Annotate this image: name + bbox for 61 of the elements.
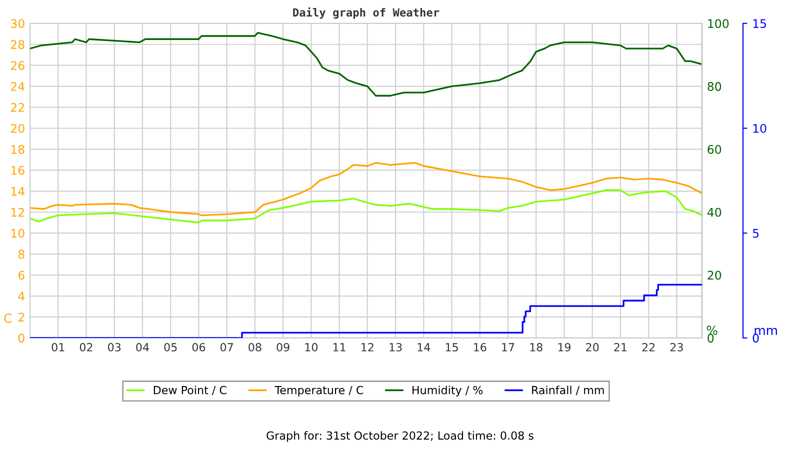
- y-tick-label: 18: [11, 144, 24, 154]
- legend-label: Rainfall / mm: [532, 386, 604, 396]
- x-tick-label: 02: [80, 343, 92, 352]
- x-tick-label: 05: [164, 343, 177, 352]
- x-tick-label: 03: [108, 343, 121, 352]
- y-tick-label: 10: [11, 228, 24, 238]
- y-tick-label: 0: [18, 334, 24, 343]
- y-axis-title: C: [4, 313, 12, 323]
- x-tick-label: 12: [362, 343, 374, 352]
- line-series: [30, 189, 702, 224]
- y2-tick-label: 0: [708, 334, 714, 343]
- y-tick-label: 2: [18, 312, 24, 322]
- x-tick-label: 23: [670, 343, 683, 352]
- x-tick-label: 10: [305, 343, 318, 352]
- chart-title: Daily graph of Weather: [293, 7, 440, 19]
- x-tick-label: 11: [333, 343, 346, 352]
- y-tick-label: 22: [10, 103, 24, 112]
- y2-tick-label: 80: [708, 82, 722, 91]
- x-tick-label: 14: [418, 343, 430, 352]
- y-tick-label: 20: [10, 124, 24, 133]
- x-tick-label: 01: [52, 343, 64, 352]
- x-tick-label: 06: [192, 343, 206, 352]
- x-tick-label: 17: [502, 343, 514, 352]
- y3-axis-title: mm: [754, 328, 777, 335]
- y3-tick-label: 15: [753, 19, 766, 28]
- y-tick-label: 28: [10, 40, 24, 50]
- y2-tick-label: 100: [708, 19, 729, 28]
- y2-axis-title: %: [706, 326, 718, 336]
- legend-label: Humidity / %: [412, 386, 483, 396]
- text: Graph for: 31st October 2022; Load time: 0.08 s: [266, 431, 534, 442]
- y-tick-label: 8: [18, 250, 24, 259]
- x-tick-label: 20: [586, 343, 599, 352]
- y2-tick-label: 60: [708, 144, 722, 154]
- y-tick-label: 12: [11, 208, 24, 217]
- y2-tick-label: 40: [707, 208, 722, 217]
- x-tick-label: 07: [220, 343, 233, 352]
- x-tick-label: 18: [530, 343, 542, 352]
- x-tick-label: 15: [446, 343, 458, 352]
- x-tick-label: 22: [642, 343, 655, 352]
- y3-tick-label: 10: [753, 124, 766, 133]
- y2-tick-label: 20: [708, 270, 722, 280]
- y-tick-label: 6: [18, 270, 24, 280]
- x-tick-label: 21: [614, 343, 627, 352]
- legend-label: Dew Point / C: [154, 386, 226, 396]
- y-tick-label: 16: [11, 166, 24, 175]
- y3-tick-label: 0: [752, 334, 759, 343]
- line-series: [30, 162, 702, 216]
- x-tick-label: 09: [276, 343, 290, 352]
- y-tick-label: 30: [11, 19, 24, 28]
- x-tick-label: 13: [390, 343, 402, 352]
- x-tick-label: 19: [558, 343, 571, 352]
- y-tick-label: 24: [10, 82, 24, 91]
- x-tick-label: 04: [136, 343, 149, 352]
- y-tick-label: 4: [18, 292, 24, 300]
- y-tick-label: 14: [11, 187, 24, 196]
- x-tick-label: 16: [474, 343, 486, 352]
- y3-tick-label: 5: [752, 228, 758, 238]
- x-tick-label: 08: [248, 343, 262, 352]
- line-series: [30, 32, 702, 97]
- legend-label: Temperature / C: [274, 386, 364, 396]
- y-tick-label: 26: [10, 61, 24, 70]
